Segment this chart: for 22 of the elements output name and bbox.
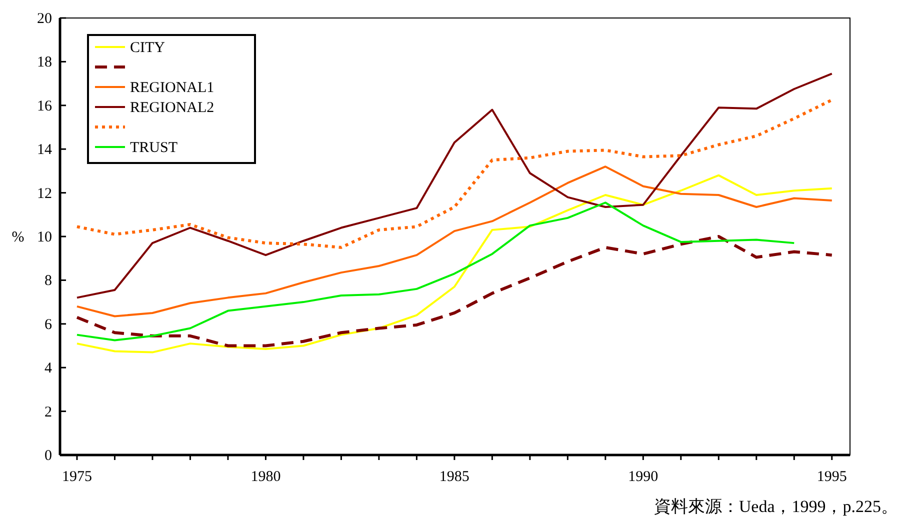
legend-label: REGIONAL2 <box>130 100 214 116</box>
x-tick-label: 1980 <box>250 469 281 485</box>
y-tick-label: 2 <box>44 404 52 420</box>
legend-label: CITY <box>130 40 166 56</box>
source-note: 資料來源：Ueda，1999，p.225。 <box>654 497 898 516</box>
x-tick-label: 1995 <box>816 469 847 485</box>
legend-label: TRUST <box>130 140 178 156</box>
y-tick-label: 0 <box>44 448 52 464</box>
y-tick-label: 20 <box>37 11 52 27</box>
x-tick-label: 1985 <box>439 469 470 485</box>
y-tick-label: 18 <box>37 54 52 71</box>
legend-label: REGIONAL1 <box>130 80 214 96</box>
y-tick-label: 6 <box>44 316 52 333</box>
y-tick-label: 12 <box>37 186 52 202</box>
y-tick-label: 16 <box>37 98 52 114</box>
y-tick-label: 4 <box>44 360 52 377</box>
y-tick-label: 14 <box>37 142 52 158</box>
x-tick-label: 1975 <box>62 469 92 485</box>
y-axis-title: % <box>12 230 24 246</box>
x-tick-label: 1990 <box>628 469 658 485</box>
y-tick-label: 10 <box>37 230 52 246</box>
y-tick-label: 8 <box>44 273 52 290</box>
